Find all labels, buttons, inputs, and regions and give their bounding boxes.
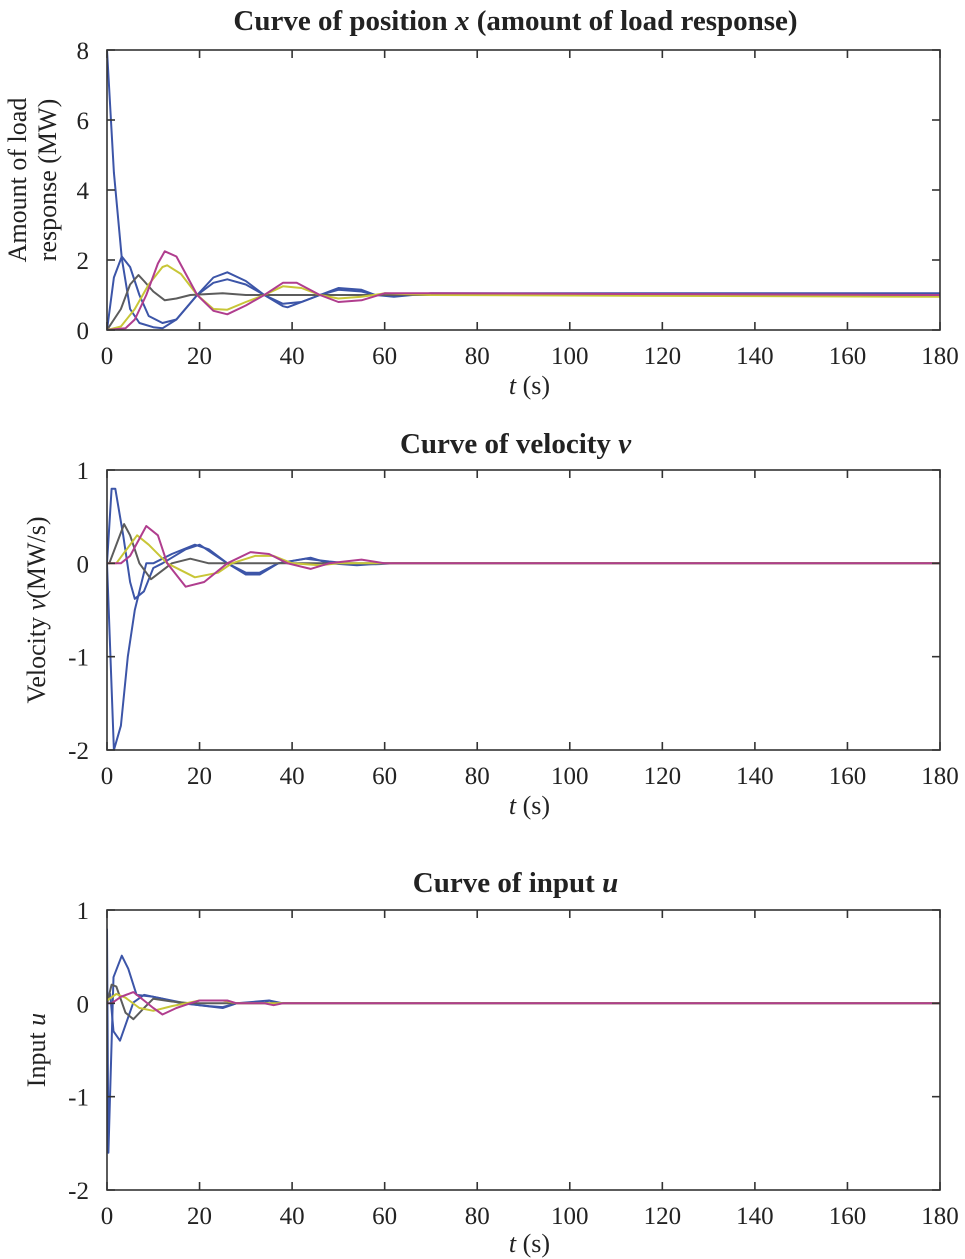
- x-axis-label: t (s): [509, 1229, 550, 1258]
- y-axis-label: Velocity v(MW/s): [22, 516, 51, 703]
- y-tick-label: -1: [68, 645, 89, 672]
- title-variable: u: [602, 867, 618, 899]
- title-variable: v: [618, 428, 632, 460]
- series-line-magenta-5: [107, 525, 940, 588]
- y-tick-label: -2: [68, 738, 89, 765]
- x-tick-label: 140: [736, 343, 774, 370]
- y-tick-label: 6: [77, 108, 90, 135]
- y-tick-label: 0: [77, 991, 90, 1018]
- title-variable: x: [454, 5, 470, 37]
- y-tick-label: 2: [77, 248, 90, 275]
- series-line-gray-3: [107, 523, 940, 581]
- x-tick-label: 40: [280, 343, 305, 370]
- series-line-magenta-5: [107, 991, 940, 1016]
- x-tick-label: 180: [921, 343, 959, 370]
- y-label-prefix: Input: [22, 1026, 51, 1087]
- series-line-gray-3: [107, 274, 940, 330]
- x-tick-label: 140: [736, 763, 774, 790]
- x-axis-label: t (s): [509, 791, 550, 820]
- axes-box: [106, 49, 941, 331]
- x-tick-label: 20: [187, 1203, 212, 1230]
- y-axis-label-line-2: response (MW): [33, 99, 62, 261]
- x-tick-label: 180: [921, 763, 959, 790]
- series-line-gray-3: [107, 983, 940, 1021]
- x-label-unit: (s): [516, 791, 550, 820]
- x-label-variable: t: [509, 791, 517, 820]
- x-tick-label: 60: [372, 343, 397, 370]
- y-tick-label: 8: [77, 38, 90, 65]
- series-line-blue-1: [107, 543, 940, 750]
- x-tick-label: 120: [644, 763, 682, 790]
- x-tick-label: 60: [372, 1203, 397, 1230]
- x-tick-label: 80: [465, 343, 490, 370]
- y-label-variable: u: [22, 1013, 51, 1026]
- x-axis-label: t (s): [509, 371, 550, 400]
- y-tick-label: 1: [77, 898, 90, 925]
- x-tick-label: 100: [551, 763, 589, 790]
- x-tick-label: 0: [101, 763, 114, 790]
- x-tick-label: 160: [829, 343, 867, 370]
- subplot-2: 0 20 40 60 80 100 120 140 160 180 -2 -1 0 1 Curve of v…: [22, 428, 959, 820]
- y-label-prefix: Velocity: [22, 610, 51, 703]
- chart-title: Curve of position x (amount of load resp…: [233, 5, 797, 37]
- y-label-suffix: (MW/s): [22, 516, 51, 598]
- y-tick-label: 0: [77, 551, 90, 578]
- x-tick-label: 80: [465, 1203, 490, 1230]
- title-prefix: Curve of position: [233, 5, 455, 37]
- series-line-blue-1: [107, 50, 940, 330]
- x-tick-label: 0: [101, 1203, 114, 1230]
- x-tick-label: 180: [921, 1203, 959, 1230]
- axes-box: [106, 469, 941, 751]
- x-label-variable: t: [509, 371, 517, 400]
- series-line-blue-1: [107, 928, 940, 1154]
- x-tick-label: 100: [551, 343, 589, 370]
- y-tick-label: 1: [77, 458, 90, 485]
- series-line-yellow-4: [107, 534, 940, 579]
- x-tick-label: 120: [644, 343, 682, 370]
- x-tick-label: 140: [736, 1203, 774, 1230]
- subplot-3: 0 20 40 60 80 100 120 140 160 180 -2 -1 0 1 Curve of i…: [22, 867, 959, 1258]
- x-tick-label: 40: [280, 1203, 305, 1230]
- y-axis-label: Input u: [22, 1013, 51, 1087]
- x-tick-label: 160: [829, 1203, 867, 1230]
- y-label-variable: v: [22, 598, 51, 610]
- x-tick-label: 20: [187, 763, 212, 790]
- subplot-1: 0 20 40 60 80 100 120 140 160 180 0 2 4 6 8 Curve of po…: [3, 5, 959, 400]
- axes-box: [106, 909, 941, 1191]
- x-tick-label: 0: [101, 343, 114, 370]
- x-tick-label: 160: [829, 763, 867, 790]
- y-axis-label-line-1: Amount of load: [3, 98, 32, 263]
- x-label-variable: t: [509, 1229, 517, 1258]
- x-tick-label: 20: [187, 343, 212, 370]
- y-tick-label: -2: [68, 1178, 89, 1205]
- series-line-blue-2: [107, 487, 940, 600]
- y-tick-label: -1: [68, 1085, 89, 1112]
- x-tick-label: 120: [644, 1203, 682, 1230]
- x-tick-label: 60: [372, 763, 397, 790]
- chart-title: Curve of input u: [413, 867, 618, 899]
- y-tick-label: 0: [77, 318, 90, 345]
- x-label-unit: (s): [516, 371, 550, 400]
- x-tick-label: 80: [465, 763, 490, 790]
- y-tick-label: 4: [77, 178, 90, 205]
- title-prefix: Curve of velocity: [400, 428, 618, 460]
- x-tick-label: 100: [551, 1203, 589, 1230]
- series-line-blue-2: [107, 255, 940, 330]
- x-tick-label: 40: [280, 763, 305, 790]
- chart-title: Curve of velocity v: [400, 428, 632, 460]
- x-label-unit: (s): [516, 1229, 550, 1258]
- title-suffix: (amount of load response): [469, 5, 797, 37]
- series-line-magenta-5: [107, 250, 940, 330]
- title-prefix: Curve of input: [413, 867, 602, 899]
